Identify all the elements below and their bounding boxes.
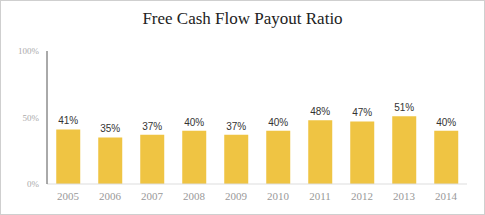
svg-text:2014: 2014: [435, 190, 458, 202]
svg-text:37%: 37%: [142, 121, 162, 132]
svg-text:40%: 40%: [268, 117, 288, 128]
svg-text:41%: 41%: [58, 115, 78, 126]
svg-text:2011: 2011: [309, 190, 331, 202]
svg-text:2008: 2008: [183, 190, 206, 202]
svg-text:48%: 48%: [310, 106, 330, 117]
svg-text:40%: 40%: [184, 117, 204, 128]
svg-text:0%: 0%: [27, 179, 40, 189]
svg-text:40%: 40%: [436, 117, 456, 128]
svg-text:35%: 35%: [100, 123, 120, 134]
svg-text:47%: 47%: [352, 107, 372, 118]
svg-text:50%: 50%: [23, 113, 40, 123]
svg-text:51%: 51%: [394, 102, 414, 113]
svg-text:2007: 2007: [141, 190, 164, 202]
svg-text:2005: 2005: [57, 190, 80, 202]
svg-text:2006: 2006: [99, 190, 122, 202]
html-text:Free Cash Flow Payout Ratio: Free Cash Flow Payout Ratio: [142, 9, 343, 28]
svg-text:2009: 2009: [225, 190, 248, 202]
svg-text:2012: 2012: [351, 190, 373, 202]
svg-text:2010: 2010: [267, 190, 290, 202]
svg-text:37%: 37%: [226, 121, 246, 132]
svg-text:100%: 100%: [18, 46, 40, 56]
svg-text:2013: 2013: [393, 190, 416, 202]
